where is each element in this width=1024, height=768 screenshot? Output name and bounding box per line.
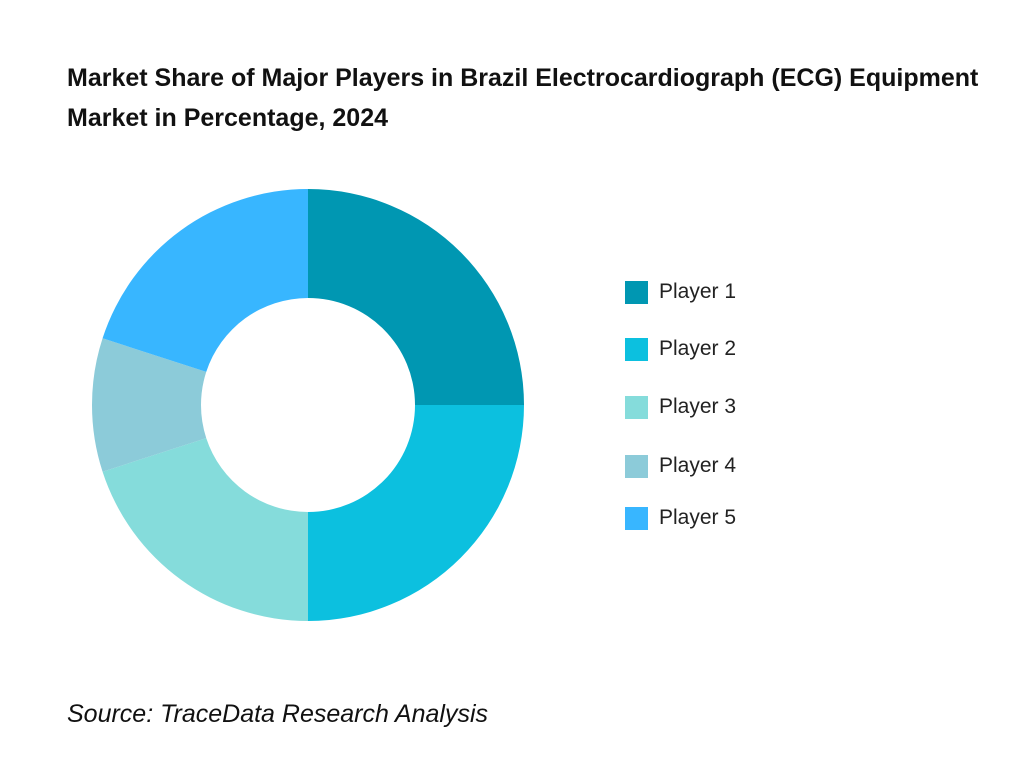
- slice-player-3: [102, 438, 308, 621]
- legend-swatch: [625, 337, 648, 361]
- slice-player-5: [102, 189, 308, 372]
- legend-label: Player 2: [659, 337, 737, 360]
- source-note: Source: TraceData Research Analysis: [67, 700, 489, 728]
- legend-swatch: [625, 506, 648, 530]
- chart-title: Market Share of Major Players in Brazil …: [67, 64, 979, 132]
- slice-player-1: [308, 189, 524, 405]
- legend-item-player-3: Player 3: [625, 395, 736, 419]
- legend-item-player-2: Player 2: [625, 337, 736, 361]
- legend-item-player-1: Player 1: [625, 280, 736, 304]
- legend-item-player-5: Player 5: [625, 506, 736, 530]
- legend-item-player-4: Player 4: [625, 454, 736, 478]
- slice-player-2: [308, 405, 524, 621]
- legend-swatch: [625, 395, 648, 419]
- legend-label: Player 4: [659, 454, 737, 477]
- legend-label: Player 3: [659, 395, 737, 418]
- legend-swatch: [625, 454, 648, 478]
- legend-label: Player 5: [659, 506, 737, 529]
- slice-player-4: [92, 338, 207, 472]
- legend-label: Player 1: [659, 280, 737, 303]
- slices-group: [92, 189, 524, 621]
- legend-swatch: [625, 280, 648, 304]
